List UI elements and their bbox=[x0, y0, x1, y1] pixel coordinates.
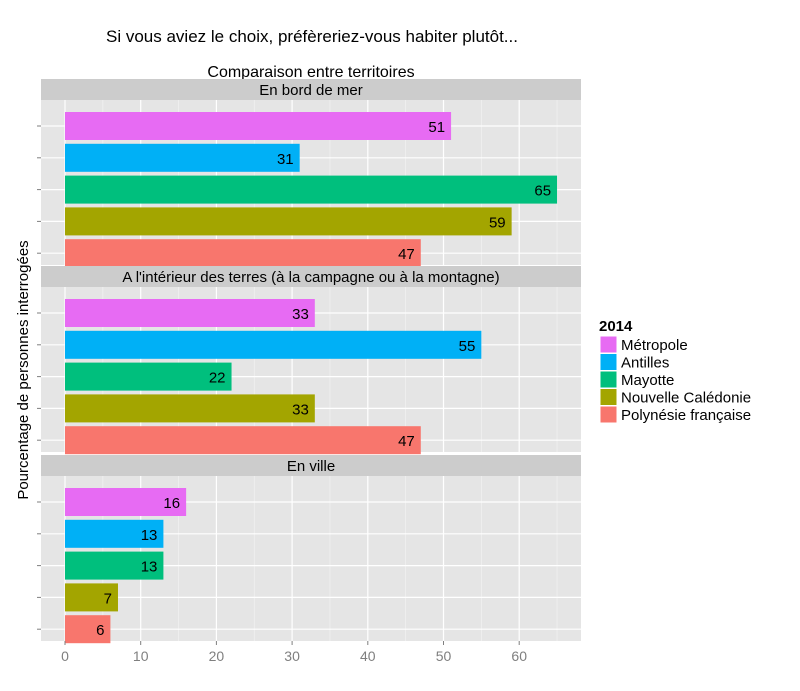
data-label: 47 bbox=[398, 246, 415, 263]
data-label: 13 bbox=[141, 559, 158, 576]
facet-strip bbox=[41, 266, 581, 287]
data-label: 6 bbox=[96, 622, 104, 639]
data-label: 31 bbox=[277, 151, 294, 168]
legend-title: 2014 bbox=[599, 318, 633, 335]
facet-label: En ville bbox=[287, 458, 335, 475]
x-tick-label: 50 bbox=[436, 648, 452, 664]
data-label: 16 bbox=[163, 495, 180, 512]
legend-label: Nouvelle Calédonie bbox=[621, 390, 751, 407]
bar bbox=[65, 394, 315, 423]
bar bbox=[65, 299, 315, 327]
data-label: 47 bbox=[398, 433, 415, 450]
legend-swatch bbox=[599, 405, 618, 424]
bar bbox=[65, 330, 482, 359]
bar bbox=[65, 615, 111, 644]
bar bbox=[65, 583, 118, 612]
panels: En bord de mer 51 31 65 59 47 A l'intérieur de… bbox=[37, 79, 581, 644]
x-tick-label: 0 bbox=[61, 648, 69, 664]
x-tick-label: 60 bbox=[511, 648, 527, 664]
facet-label: En bord de mer bbox=[259, 82, 362, 99]
data-label: 7 bbox=[104, 590, 112, 607]
legend-label: Métropole bbox=[621, 337, 688, 354]
data-label: 33 bbox=[292, 401, 309, 418]
bar bbox=[65, 362, 232, 391]
data-label: 13 bbox=[141, 527, 158, 544]
data-label: 22 bbox=[209, 370, 226, 387]
legend-swatch bbox=[599, 370, 618, 389]
facet-panel: En ville 16 13 13 76 bbox=[37, 455, 581, 644]
facet-panel: A l'intérieur des terres (à la campagne … bbox=[37, 266, 581, 455]
chart-title: Si vous aviez le choix, préfèreriez-vous… bbox=[106, 27, 518, 46]
x-tick-label: 40 bbox=[360, 648, 376, 664]
x-tick-label: 10 bbox=[133, 648, 149, 664]
data-label: 59 bbox=[489, 214, 506, 231]
legend-label: Polynésie française bbox=[621, 407, 751, 424]
bar bbox=[65, 519, 164, 548]
bar bbox=[65, 488, 187, 516]
facet-panel: En bord de mer 51 31 65 59 47 bbox=[37, 79, 581, 268]
data-label: 55 bbox=[459, 338, 476, 355]
data-label: 51 bbox=[428, 119, 445, 136]
data-label: 65 bbox=[534, 183, 551, 200]
facet-label: A l'intérieur des terres (à la campagne … bbox=[122, 269, 499, 286]
legend-swatch bbox=[599, 353, 618, 371]
legend-swatch bbox=[599, 335, 618, 354]
legend-label: Antilles bbox=[621, 355, 669, 372]
y-axis-label: Pourcentage de personnes interrogées bbox=[15, 240, 32, 499]
bar bbox=[65, 175, 558, 204]
facet-strip bbox=[41, 455, 581, 476]
bar bbox=[65, 239, 421, 268]
x-tick-label: 20 bbox=[209, 648, 225, 664]
bar bbox=[65, 143, 300, 172]
x-axis: 0 10 20 30 40 50 60 bbox=[61, 641, 527, 664]
legend-label: Mayotte bbox=[621, 372, 674, 389]
data-label: 33 bbox=[292, 306, 309, 323]
legend-swatch bbox=[599, 388, 618, 406]
facet-strip bbox=[41, 79, 581, 100]
bar bbox=[65, 112, 452, 140]
chart-subtitle: Comparaison entre territoires bbox=[207, 64, 414, 81]
x-tick-label: 30 bbox=[284, 648, 300, 664]
bar bbox=[65, 551, 164, 580]
bar bbox=[65, 426, 421, 455]
bar bbox=[65, 207, 512, 236]
